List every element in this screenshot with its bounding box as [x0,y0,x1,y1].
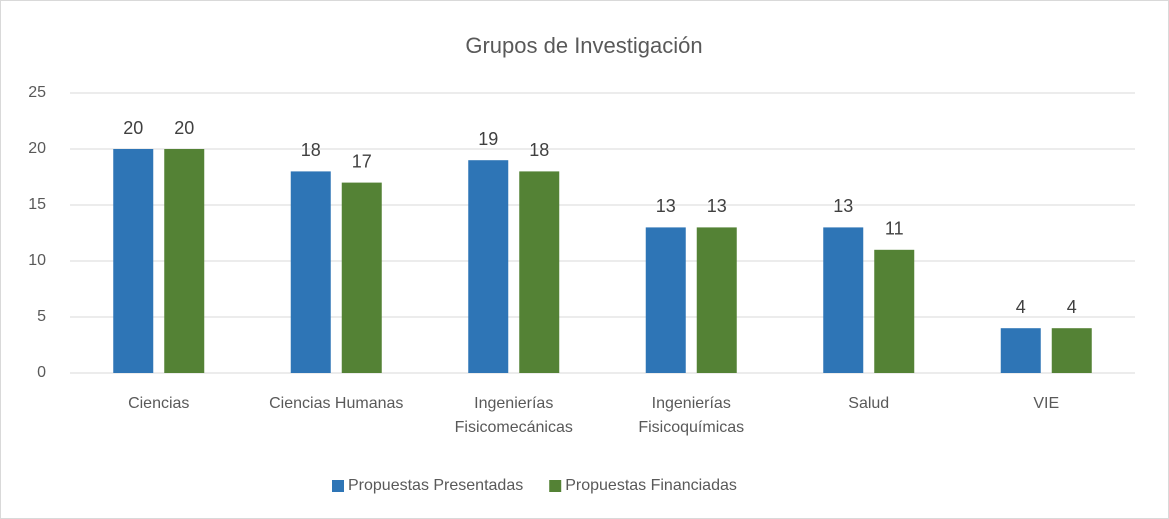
value-label: 20 [123,118,143,138]
bar [1000,328,1041,373]
value-label: 20 [174,118,194,138]
chart-title: Grupos de Investigación [465,33,702,58]
value-label: 11 [885,219,904,239]
bar [519,171,560,373]
value-label: 17 [352,151,372,171]
value-label: 18 [301,140,321,160]
bar [113,149,154,373]
bar [341,182,382,373]
y-tick-label: 10 [28,252,46,269]
bar [1051,328,1092,373]
bar [874,249,915,373]
value-label: 4 [1016,297,1026,317]
value-label: 13 [707,196,727,216]
y-tick-label: 25 [28,84,46,101]
x-tick-label: Ciencias [128,395,189,412]
bar [823,227,864,373]
legend-swatch [549,480,562,492]
x-tick-label: Ciencias Humanas [269,395,403,412]
x-tick-label: Ingenierías Fisicoquímicas [638,395,744,436]
legend-label: Propuestas Financiadas [565,477,737,494]
bar [645,227,686,373]
y-tick-label: 5 [37,308,46,325]
value-label: 4 [1067,297,1077,317]
y-tick-label: 15 [28,196,46,213]
x-tick-label: Ingenierías Fisicomecánicas [455,395,573,436]
bar [290,171,331,373]
bar [696,227,737,373]
value-label: 19 [478,129,498,149]
legend-swatch [332,480,344,492]
bar [468,160,509,373]
legend-label: Propuestas Presentadas [348,477,523,494]
value-label: 13 [833,196,853,216]
x-tick-label: VIE [1033,395,1059,412]
y-tick-label: 0 [37,364,46,381]
bar [164,149,205,373]
y-tick-label: 20 [28,140,46,157]
value-label: 18 [529,140,549,160]
value-label: 13 [656,196,676,216]
x-tick-label: Salud [848,395,889,412]
